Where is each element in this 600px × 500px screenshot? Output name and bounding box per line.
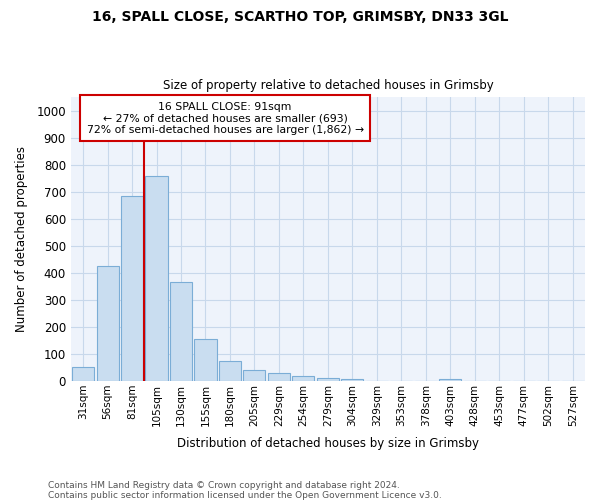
Bar [317,378,339,381]
Bar [72,368,94,381]
Text: 16 SPALL CLOSE: 91sqm
← 27% of detached houses are smaller (693)
72% of semi-det: 16 SPALL CLOSE: 91sqm ← 27% of detached … [86,102,364,135]
Bar [341,379,364,381]
Bar [292,376,314,381]
Y-axis label: Number of detached properties: Number of detached properties [15,146,28,332]
Bar [170,282,192,381]
Bar [194,339,217,381]
Text: Contains public sector information licensed under the Open Government Licence v3: Contains public sector information licen… [48,491,442,500]
Bar [219,360,241,381]
Bar [244,370,265,381]
Bar [97,266,119,381]
Title: Size of property relative to detached houses in Grimsby: Size of property relative to detached ho… [163,79,493,92]
Text: Contains HM Land Registry data © Crown copyright and database right 2024.: Contains HM Land Registry data © Crown c… [48,481,400,490]
Bar [439,379,461,381]
Bar [268,373,290,381]
Text: 16, SPALL CLOSE, SCARTHO TOP, GRIMSBY, DN33 3GL: 16, SPALL CLOSE, SCARTHO TOP, GRIMSBY, D… [92,10,508,24]
Bar [121,196,143,381]
X-axis label: Distribution of detached houses by size in Grimsby: Distribution of detached houses by size … [177,437,479,450]
Bar [145,176,167,381]
